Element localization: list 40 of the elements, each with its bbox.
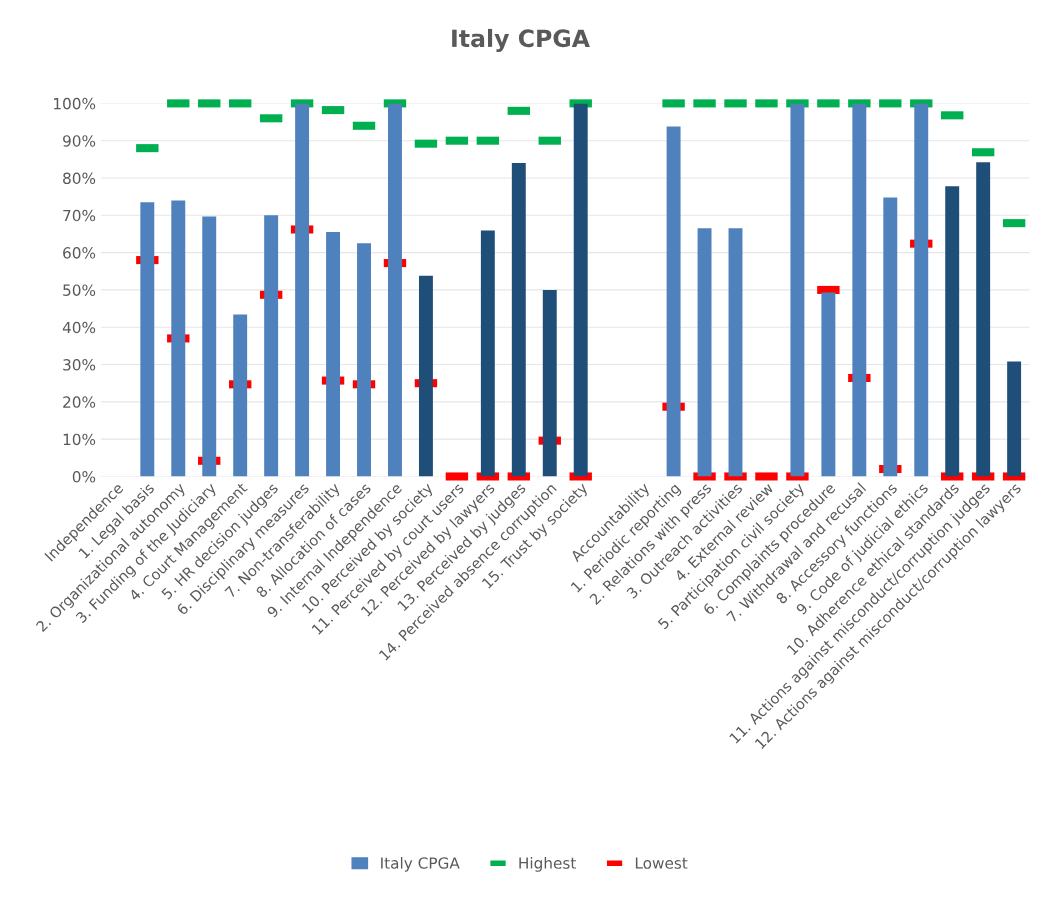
y-tick-label: 0% <box>72 470 96 483</box>
bar <box>573 103 588 477</box>
legend-label: Italy CPGA <box>381 856 460 872</box>
bar <box>511 163 526 477</box>
bar <box>418 275 433 477</box>
bar <box>542 289 557 477</box>
bar <box>295 103 310 477</box>
y-tick-label: 70% <box>63 209 96 222</box>
bar <box>357 243 371 477</box>
bar <box>171 200 186 477</box>
bar <box>666 126 681 477</box>
bar <box>202 216 217 477</box>
bar <box>790 103 805 477</box>
bar <box>976 162 991 477</box>
y-tick-label: 50% <box>63 284 96 296</box>
y-tick-label: 60% <box>63 247 96 259</box>
bar <box>480 230 495 477</box>
bar <box>945 186 960 477</box>
chart-title: Italy CPGA <box>452 28 590 52</box>
bar <box>914 103 929 477</box>
y-tick-label: 20% <box>63 396 96 408</box>
y-tick-label: 30% <box>63 359 96 371</box>
bar <box>883 197 898 477</box>
bar <box>388 103 402 477</box>
legend-label: Highest <box>519 856 576 872</box>
y-tick-label: 10% <box>63 433 96 446</box>
bar <box>728 228 743 477</box>
bar <box>264 215 279 477</box>
bar <box>326 232 341 477</box>
y-tick-label: 100% <box>54 97 96 110</box>
y-tick-label: 40% <box>62 321 96 334</box>
y-tick-label: 90% <box>63 135 96 147</box>
bar <box>821 292 836 477</box>
y-tick-label: 80% <box>63 172 96 185</box>
bar <box>140 202 155 477</box>
bar <box>233 314 248 477</box>
bar <box>1007 361 1022 477</box>
bar <box>852 103 867 477</box>
legend-label: Lowest <box>635 857 688 869</box>
bar <box>697 228 712 477</box>
